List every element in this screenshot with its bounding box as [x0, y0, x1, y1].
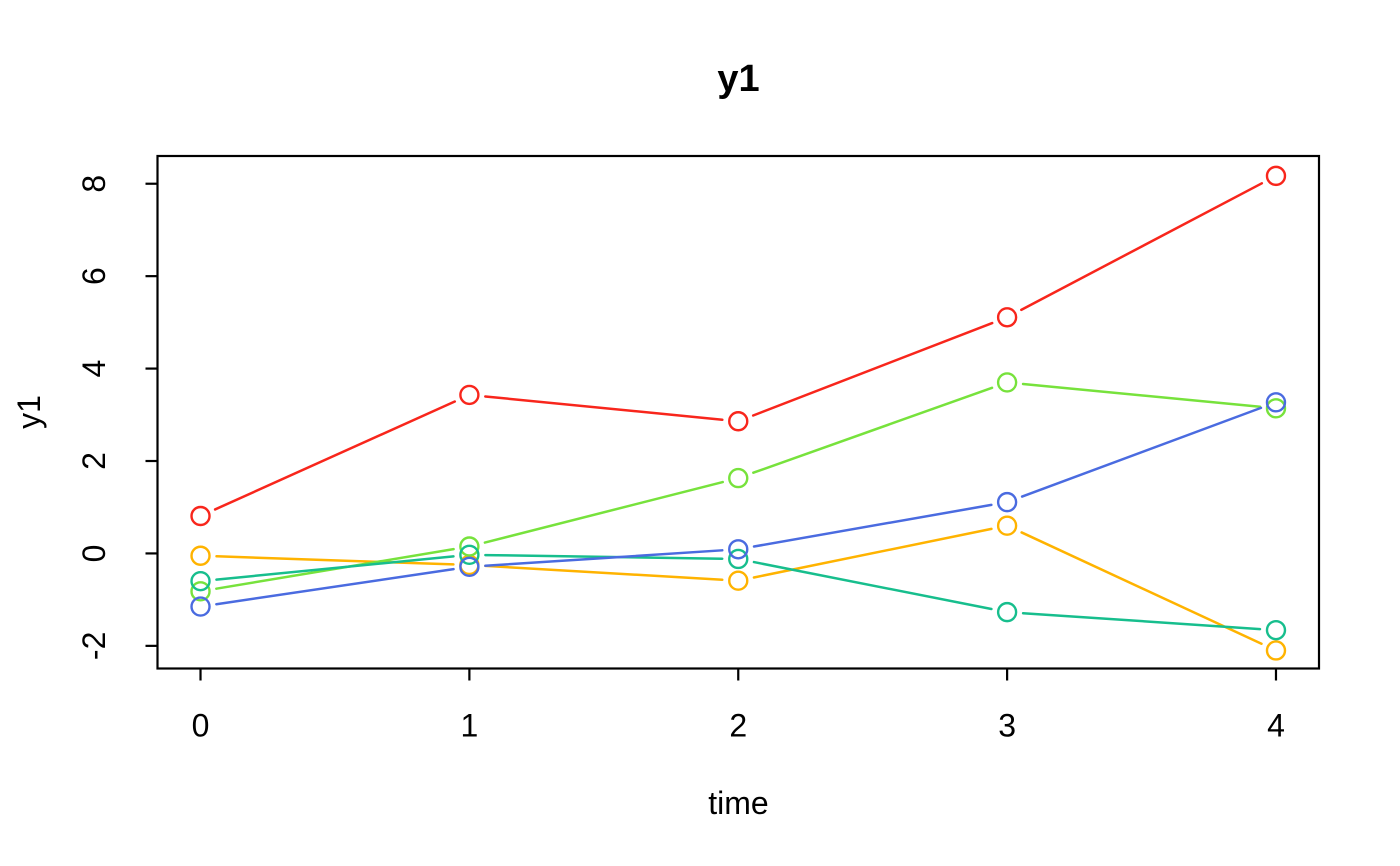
y-axis-tick-label: 4 — [76, 360, 112, 378]
series-4-teal-data-point — [728, 548, 749, 570]
series-3-green-line-segment — [1021, 382, 1262, 409]
x-axis-tick-label: 4 — [1267, 708, 1285, 744]
series-5-blue-line-segment — [1020, 406, 1263, 498]
series-1-red-data-point — [996, 307, 1018, 328]
series-3-green-line-segment — [483, 480, 724, 544]
series-2-orange-data-point — [190, 545, 211, 566]
series-3-green-data-point — [190, 581, 211, 602]
series-4-teal-line-segment — [215, 555, 455, 581]
series-1-red-data-point — [190, 505, 211, 527]
x-axis-tick-label: 2 — [729, 708, 747, 744]
series-2-orange-line-segment — [484, 564, 724, 582]
series-1-red-data-point — [728, 411, 749, 432]
series-1-red-data-point — [459, 384, 480, 406]
series-2-orange-line-segment — [1020, 531, 1263, 645]
series-5-blue-line-segment — [215, 567, 455, 606]
series-5-blue-line-segment — [484, 549, 724, 568]
y-axis-tick-label: 0 — [76, 545, 112, 563]
series-4-teal-data-point — [190, 570, 211, 592]
y-axis-tick-label: 2 — [76, 452, 112, 470]
series-3-green-data-point — [1265, 398, 1287, 419]
chart-title: y1 — [717, 58, 760, 100]
x-axis-tick-label: 3 — [998, 708, 1016, 744]
series-3-green-line-segment — [752, 386, 994, 474]
y-axis-tick-label: 8 — [76, 175, 112, 193]
series-5-blue-data-point — [996, 491, 1018, 513]
series-3-green-data-point — [728, 467, 749, 489]
x-axis-label: time — [708, 785, 769, 821]
series-2-orange-data-point — [728, 570, 749, 591]
series-2-orange-line-segment — [215, 555, 455, 566]
series-2-orange-data-point — [1265, 640, 1287, 661]
series-4-teal-data-point — [1265, 619, 1287, 641]
series-3-green-data-point — [459, 536, 480, 557]
x-axis-tick-label: 1 — [460, 708, 478, 744]
series-2-orange-data-point — [996, 515, 1018, 536]
series-4-teal-data-point — [459, 544, 480, 566]
series-5-blue-data-point — [1265, 392, 1287, 413]
y-axis-tick-label: 6 — [76, 267, 112, 285]
x-axis-tick-label: 0 — [192, 708, 210, 744]
series-5-blue-data-point — [459, 556, 480, 578]
series-4-teal-data-point — [996, 601, 1018, 623]
series-1-red-line-segment — [213, 400, 457, 511]
series-3-green-data-point — [996, 372, 1018, 393]
series-5-blue-data-point — [190, 596, 211, 617]
series-1-red-line-segment — [484, 395, 724, 421]
series-1-red-line-segment — [751, 321, 994, 417]
series-1-red-data-point — [1265, 165, 1287, 187]
series-4-teal-line-segment — [752, 560, 993, 611]
y-axis-tick-label: -2 — [76, 632, 112, 660]
series-5-blue-data-point — [728, 539, 749, 560]
series-5-blue-line-segment — [752, 503, 993, 548]
series-4-teal-line-segment — [1021, 611, 1262, 631]
series-1-red-line-segment — [1020, 182, 1264, 312]
